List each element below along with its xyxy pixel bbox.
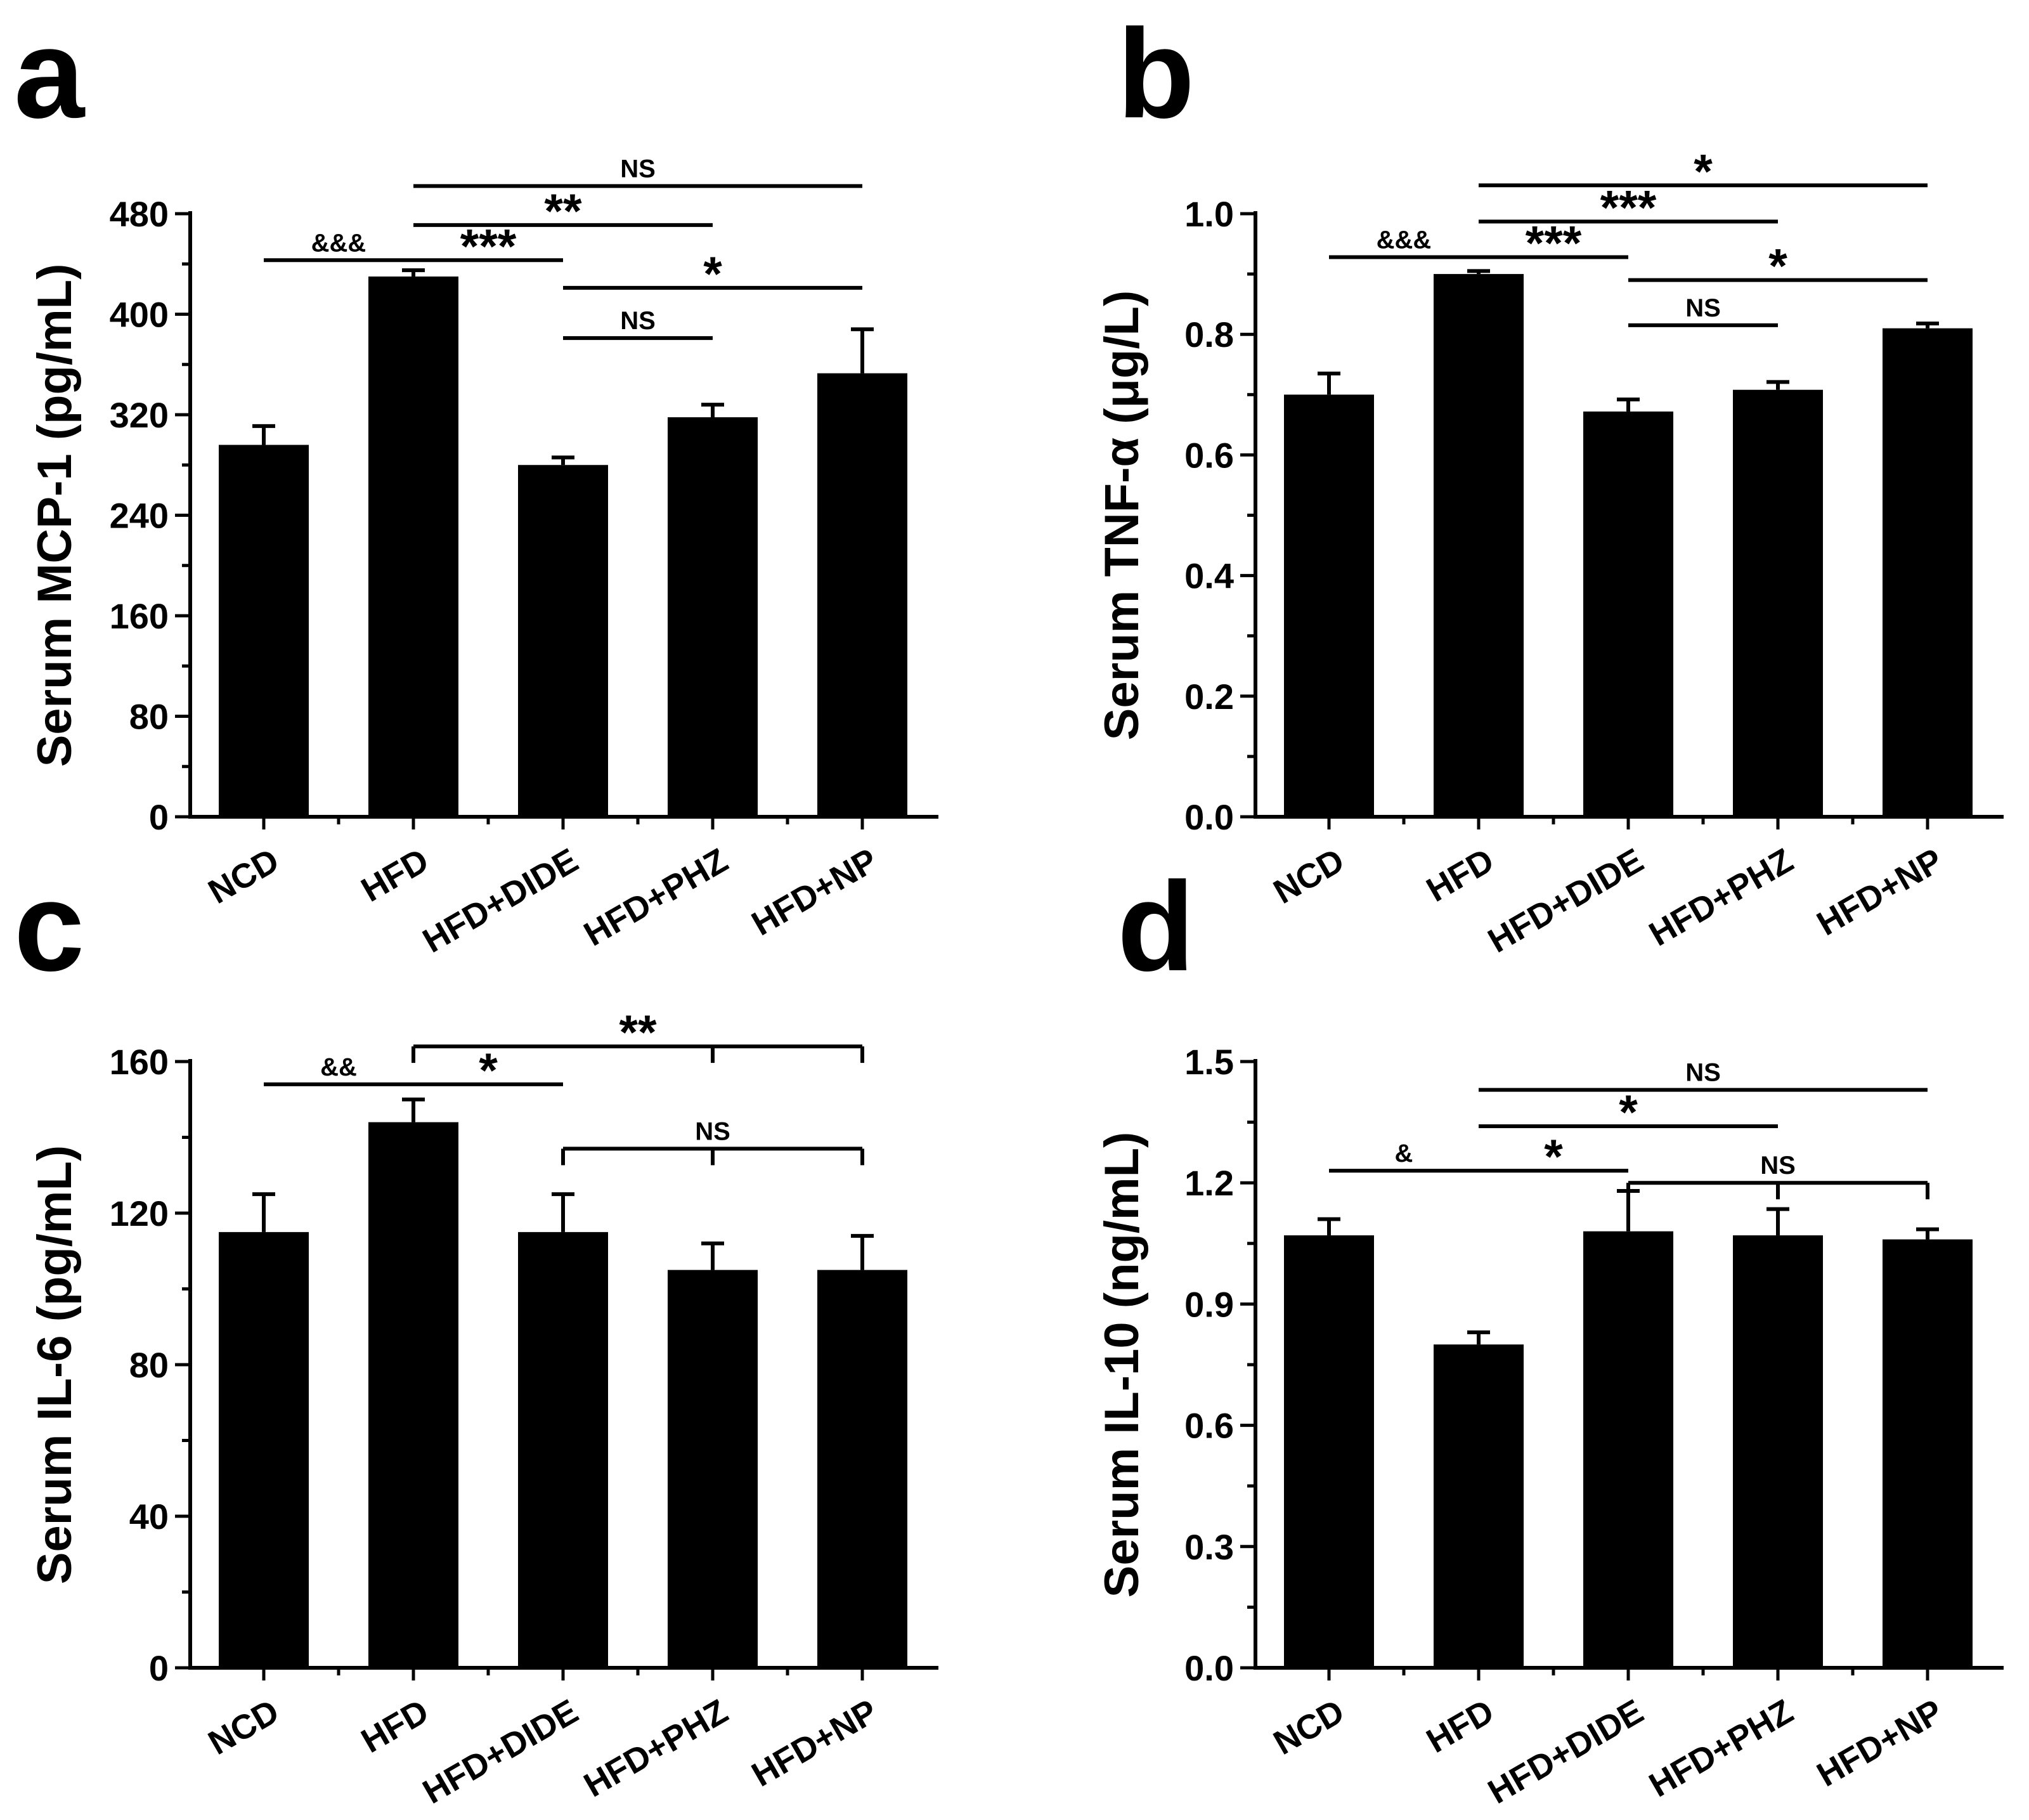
bar-NCD [1284,1235,1374,1668]
y-tick-label: 40 [129,1497,169,1537]
y-tick-label: 0 [149,797,169,837]
bar-HFD [368,1122,458,1668]
significance-label: ** [619,1006,657,1060]
bar-HFD+PHZ [668,417,758,817]
y-tick-label: 0 [149,1648,169,1688]
panel-d: d Serum IL-10 (ng/mL) 0.0 0.3 0.6 0.9 1.2 1.5 NC… [1095,856,2004,1811]
y-tick-label: 0.8 [1184,315,1234,354]
x-tick-label-HFD+NP: HFD+NP [746,841,884,943]
bar-HFD [1434,1344,1524,1668]
bar-HFD+DIDE [1583,1231,1673,1668]
significance-label: NS [620,155,656,183]
significance-label: * [1544,1130,1563,1184]
x-tick-label-HFD+DIDE: HFD+DIDE [417,1692,585,1811]
significance-label: * [1619,1086,1638,1140]
y-tick-label: 1.0 [1184,194,1234,234]
y-tick-label: 0.0 [1184,1648,1234,1688]
panel-a: a Serum MCP-1 (pg/mL) 0 80 160 240 320 400 480 NC… [14,3,938,960]
y-tick-label: 0.6 [1184,435,1234,475]
bar-HFD+NP [817,1270,907,1668]
x-tick-label-HFD+DIDE: HFD+DIDE [1482,841,1650,960]
y-tick-label: 0.9 [1184,1284,1234,1324]
bar-HFD [1434,274,1524,817]
significance-label: &&& [1377,226,1432,254]
significance-label: & [1395,1140,1413,1167]
y-tick-label: 160 [110,1042,169,1082]
x-tick-label-HFD+NP: HFD+NP [746,1692,884,1794]
x-tick-label-NCD: NCD [1267,841,1351,911]
significance-label: NS [1760,1152,1796,1180]
x-tick-label-HFD+DIDE: HFD+DIDE [1482,1692,1650,1811]
x-tick-label-HFD+PHZ: HFD+PHZ [1643,841,1799,953]
x-tick-label-HFD: HFD [1420,1692,1500,1760]
y-tick-label: 400 [110,295,169,335]
bar-NCD [219,445,309,817]
panel-letter: a [14,3,86,145]
y-tick-label: 240 [110,496,169,536]
y-tick-label: 1.5 [1184,1042,1234,1082]
bar-HFD+DIDE [1583,411,1673,817]
significance-label: * [1694,145,1713,198]
bar-HFD+PHZ [1733,1235,1823,1668]
bar-HFD+NP [1883,328,1973,817]
bar-HFD+DIDE [518,465,608,817]
y-tick-label: 80 [129,1345,169,1385]
significance-label: NS [620,307,656,335]
x-tick-label-NCD: NCD [1267,1692,1351,1762]
x-tick-label-HFD+PHZ: HFD+PHZ [578,1692,734,1804]
y-tick-label: 160 [110,596,169,636]
significance-label: * [479,1044,498,1098]
bar-HFD+PHZ [668,1270,758,1668]
bar-HFD+NP [1883,1239,1973,1668]
x-tick-label-HFD+NP: HFD+NP [1811,841,1949,943]
bar-NCD [219,1232,309,1668]
significance-label: *** [1526,216,1582,270]
x-tick-label-NCD: NCD [202,1692,285,1762]
significance-label: * [1768,240,1787,294]
significance-label: NS [695,1117,730,1145]
x-tick-label-NCD: NCD [202,841,285,911]
y-tick-label: 0.3 [1184,1527,1234,1567]
significance-label: ** [544,185,582,238]
significance-label: && [320,1053,357,1081]
y-axis-label: Serum IL-6 (pg/mL) [28,1145,82,1584]
y-tick-label: 0.4 [1184,556,1234,596]
y-tick-label: 120 [110,1193,169,1233]
y-tick-label: 0.2 [1184,677,1234,717]
x-tick-label-HFD+DIDE: HFD+DIDE [417,841,585,960]
panel-letter: b [1117,3,1195,145]
y-axis-label: Serum IL-10 (ng/mL) [1095,1132,1149,1598]
significance-label: NS [1685,1059,1721,1087]
bar-NCD [1284,394,1374,817]
y-axis-label: Serum MCP-1 (pg/mL) [28,264,82,767]
bar-HFD [368,276,458,817]
y-tick-label: 0.0 [1184,797,1234,837]
y-tick-label: 320 [110,395,169,435]
x-tick-label-HFD: HFD [1420,841,1500,909]
y-tick-label: 80 [129,697,169,737]
y-tick-label: 0.6 [1184,1406,1234,1446]
panel-b: b Serum TNF-α (μg/L) 0.0 0.2 0.4 0.6 0.8 1.0 NCD… [1095,3,2004,960]
significance-label: *** [460,219,517,273]
bar-HFD+NP [817,373,907,817]
x-tick-label-HFD+PHZ: HFD+PHZ [578,841,734,953]
x-tick-label-HFD: HFD [355,841,435,909]
bar-HFD+DIDE [518,1232,608,1668]
significance-label: NS [1685,294,1721,322]
significance-label: *** [1600,181,1657,235]
y-tick-label: 1.2 [1184,1163,1234,1203]
y-axis-label: Serum TNF-α (μg/L) [1095,290,1149,741]
significance-label: &&& [311,229,366,257]
y-tick-label: 480 [110,194,169,234]
x-tick-label-HFD+NP: HFD+NP [1811,1692,1949,1794]
significance-label: * [703,247,722,301]
bar-HFD+PHZ [1733,389,1823,817]
panel-letter: c [14,856,84,998]
x-tick-label-HFD+PHZ: HFD+PHZ [1643,1692,1799,1804]
x-tick-label-HFD: HFD [355,1692,435,1760]
panel-letter: d [1117,856,1195,998]
